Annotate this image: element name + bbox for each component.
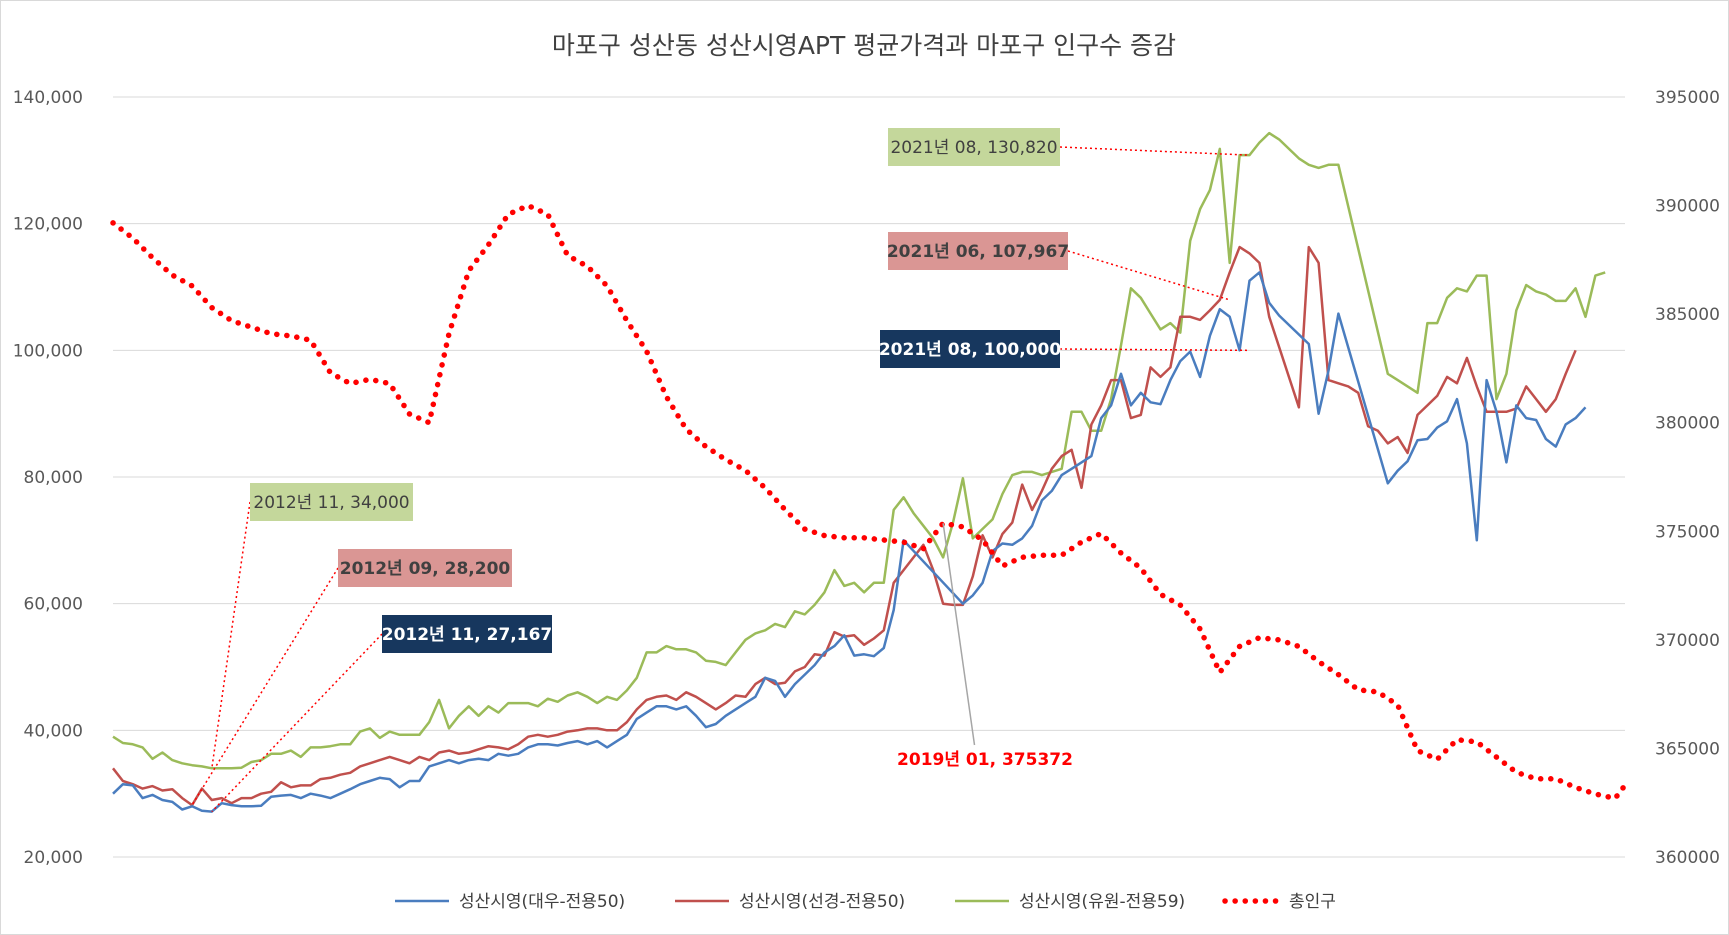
right-tick-label: 395000: [1655, 88, 1720, 108]
legend-label: 성산시영(대우-전용50): [459, 892, 625, 912]
annotation-leader: [1059, 348, 1250, 352]
right-tick-label: 390000: [1655, 197, 1720, 217]
right-tick-label: 375000: [1655, 522, 1720, 542]
left-tick-label: 60,000: [24, 595, 83, 615]
annotation-leader: [942, 523, 976, 746]
right-tick-label: 370000: [1655, 631, 1720, 651]
annotation-1: 2012년 09, 28,200: [191, 549, 512, 806]
legend-item-3: 총인구: [1222, 892, 1336, 912]
legend-label: 총인구: [1289, 892, 1336, 912]
left-axis-ticks: 20,000 40,000 60,000 80,000 100,000 120,000 14…: [13, 88, 83, 868]
annotation-label: 2021년 06, 107,967: [887, 242, 1069, 262]
annotation-6: 2019년 01, 375372: [897, 523, 1073, 770]
legend: 성산시영(대우-전용50) 성산시영(선경-전용50) 성산시영(유원-전용59) 총…: [395, 892, 1336, 912]
annotation-4: 2021년 06, 107,967: [887, 232, 1230, 301]
annotation-box: [382, 615, 552, 653]
annotation-box: [888, 232, 1068, 270]
series-layer: [110, 131, 1628, 813]
annotation-2: 2012년 11, 27,167: [211, 615, 553, 813]
right-axis-ticks: 360000 365000 370000 375000 380000 385000 3900…: [1655, 88, 1720, 868]
legend-item-2: 성산시영(유원-전용59): [955, 892, 1185, 912]
annotation-leader: [211, 633, 383, 813]
annotation-label: 2012년 11, 27,167: [382, 625, 553, 645]
left-tick-label: 80,000: [24, 468, 83, 488]
annotation-label: 2012년 11, 34,000: [253, 493, 409, 513]
legend-item-1: 성산시영(선경-전용50): [675, 892, 905, 912]
annotation-5: 2021년 08, 100,000: [879, 330, 1250, 368]
right-tick-label: 380000: [1655, 414, 1720, 434]
legend-label: 성산시영(선경-전용50): [739, 892, 905, 912]
annotation-leader: [191, 567, 339, 806]
right-tick-label: 365000: [1655, 739, 1720, 759]
annotation-label: 2012년 09, 28,200: [340, 559, 511, 579]
annotation-box: [888, 128, 1060, 166]
annotation-0: 2012년 11, 34,000: [211, 483, 413, 769]
series-line-0: [112, 271, 1587, 813]
left-tick-label: 140,000: [13, 88, 83, 108]
left-tick-label: 20,000: [24, 848, 83, 868]
annotation-3: 2021년 08, 130,820: [888, 128, 1250, 166]
annotations: 2012년 11, 34,000 2012년 09, 28,200 2012년 11…: [191, 128, 1250, 813]
series-line-2: [112, 131, 1606, 770]
legend-label: 성산시영(유원-전용59): [1019, 892, 1185, 912]
series-line-3: [110, 202, 1628, 802]
left-tick-label: 100,000: [13, 341, 83, 361]
annotation-leader: [1059, 146, 1250, 156]
annotation-box: [338, 549, 512, 587]
right-tick-label: 360000: [1655, 848, 1720, 868]
chart-title: 마포구 성산동 성산시영APT 평균가격과 마포구 인구수 증감: [552, 31, 1176, 60]
annotation-box: [880, 330, 1060, 368]
annotation-leader: [1067, 250, 1230, 301]
annotation-label: 2021년 08, 100,000: [879, 340, 1062, 360]
left-tick-label: 40,000: [24, 721, 83, 741]
legend-item-0: 성산시영(대우-전용50): [395, 892, 625, 912]
annotation-label: 2019년 01, 375372: [897, 750, 1073, 770]
right-tick-label: 385000: [1655, 305, 1720, 325]
series-line-1: [112, 245, 1577, 807]
left-tick-label: 120,000: [13, 215, 83, 235]
annotation-label: 2021년 08, 130,820: [890, 138, 1057, 158]
annotation-box: [250, 483, 413, 521]
